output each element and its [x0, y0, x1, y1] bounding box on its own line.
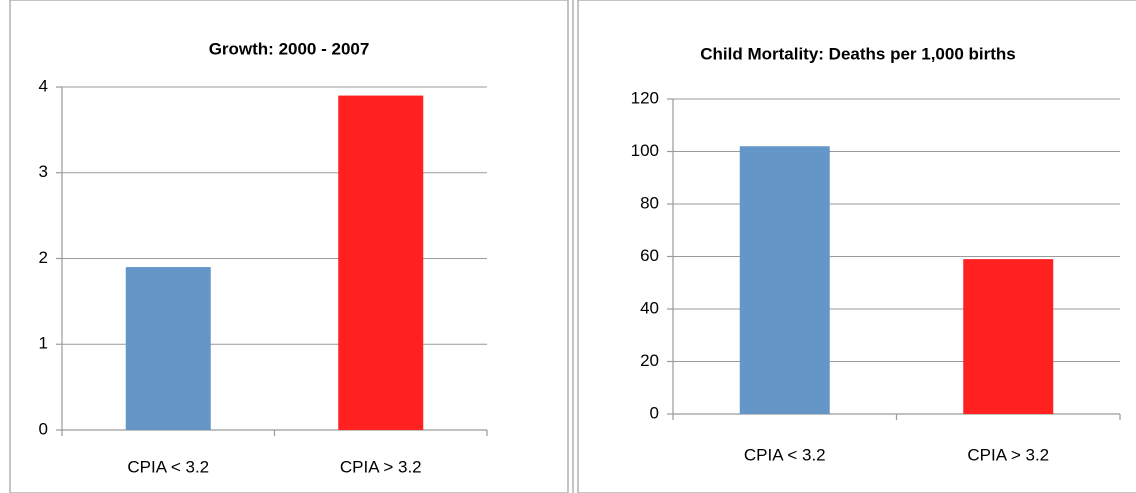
- y-tick-label: 3: [39, 162, 48, 181]
- chart-title: Child Mortality: Deaths per 1,000 births: [700, 44, 1016, 63]
- y-tick-label: 0: [650, 403, 659, 422]
- y-tick-label: 120: [631, 88, 659, 107]
- x-tick-label: CPIA > 3.2: [340, 457, 422, 476]
- bar: [338, 95, 424, 430]
- y-tick-label: 60: [640, 246, 659, 265]
- y-tick-label: 0: [39, 419, 48, 438]
- x-tick-label: CPIA < 3.2: [127, 457, 209, 476]
- x-tick-label: CPIA < 3.2: [744, 445, 826, 464]
- y-tick-label: 20: [640, 351, 659, 370]
- left-panel: [9, 0, 569, 493]
- y-tick-label: 2: [39, 248, 48, 267]
- bar: [739, 146, 830, 414]
- chart-title: Growth: 2000 - 2007: [209, 39, 370, 58]
- y-tick-label: 80: [640, 193, 659, 212]
- x-tick-label: CPIA > 3.2: [967, 445, 1049, 464]
- y-tick-label: 4: [39, 76, 48, 95]
- bar: [963, 259, 1054, 414]
- y-tick-label: 1: [39, 334, 48, 353]
- y-tick-label: 40: [640, 298, 659, 317]
- y-tick-label: 100: [631, 141, 659, 160]
- right-panel: [577, 0, 1136, 493]
- bar: [125, 267, 211, 430]
